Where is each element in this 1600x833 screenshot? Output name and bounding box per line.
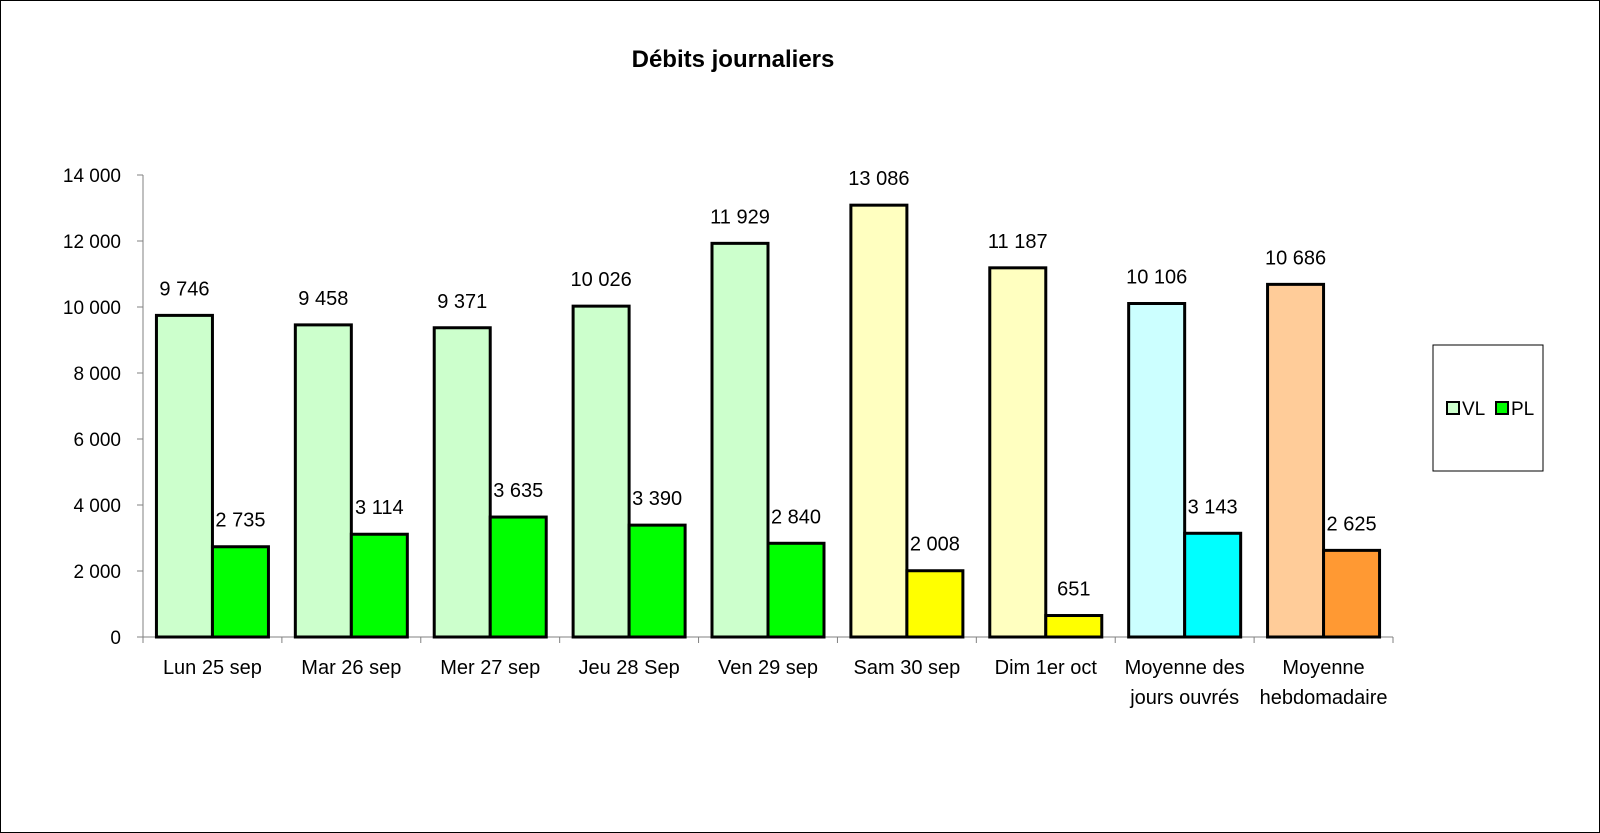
x-category-label: Mar 26 sep [301,657,401,679]
x-category-label: jours ouvrés [1129,687,1239,709]
data-label-vl: 11 187 [988,231,1048,253]
bar-vl [988,266,1048,639]
bar-vl [710,241,770,639]
bar-pl [627,523,687,639]
bar-vl [571,304,631,639]
y-tick-label: 2 000 [73,562,121,583]
data-label-vl: 9 458 [298,288,348,310]
x-category-label: Moyenne des [1125,657,1245,679]
data-label-vl: 10 026 [571,269,632,291]
data-label-pl: 2 625 [1327,513,1377,535]
bar-pl [488,515,548,639]
bar-pl [349,532,409,639]
x-category-label: Lun 25 sep [163,657,262,679]
x-category-label: Sam 30 sep [854,657,961,679]
bar-pl [1044,614,1104,639]
data-label-vl: 10 106 [1126,267,1187,289]
x-category-label: Jeu 28 Sep [579,657,680,679]
data-label-pl: 2 840 [771,506,821,528]
data-label-vl: 9 746 [159,278,209,300]
data-label-vl: 11 929 [710,206,770,228]
data-label-pl: 3 114 [355,497,404,519]
bar-pl [1322,548,1382,639]
y-tick-label: 14 000 [63,166,121,187]
y-tick-label: 10 000 [63,298,121,319]
data-label-pl: 3 390 [632,488,682,510]
bar-pl [766,541,826,639]
chart-title: Débits journaliers [632,46,835,73]
data-label-pl: 3 635 [493,480,543,502]
y-tick-label: 12 000 [63,232,121,253]
bar-vl [1266,282,1326,639]
plot-area: 0 2 000 4 000 6 000 8 000 10 000 12 000 14 000 9… [63,166,1394,709]
bar-vl [1127,302,1187,639]
legend: VL PL [1432,344,1544,472]
data-label-vl: 10 686 [1265,247,1326,269]
legend-swatch-pl [1495,401,1509,415]
legend-label-vl: VL [1462,399,1485,420]
bar-vl [293,323,353,639]
x-category-label: Dim 1er oct [995,657,1098,679]
bar-vl [154,313,214,639]
legend-swatch-vl [1446,401,1460,415]
data-label-pl: 2 008 [910,534,960,556]
x-category-label: Ven 29 sep [718,657,818,679]
y-tick-label: 0 [110,628,121,649]
x-category-label: Mer 27 sep [440,657,540,679]
bar-pl [1183,531,1243,639]
bar-vl [432,326,492,639]
data-label-pl: 2 735 [215,510,265,532]
x-category-label: hebdomadaire [1260,687,1388,709]
data-label-pl: 651 [1057,579,1090,601]
bar-pl [210,545,270,639]
data-label-vl: 13 086 [848,168,909,190]
y-tick-label: 4 000 [73,496,121,517]
y-tick-label: 6 000 [73,430,121,451]
data-label-pl: 3 143 [1188,496,1238,518]
bar-pl [905,569,965,639]
y-tick-label: 8 000 [73,364,121,385]
bar-vl [849,203,909,639]
x-category-label: Moyenne [1282,657,1364,679]
data-label-vl: 9 371 [437,291,487,313]
legend-label-pl: PL [1511,399,1534,420]
